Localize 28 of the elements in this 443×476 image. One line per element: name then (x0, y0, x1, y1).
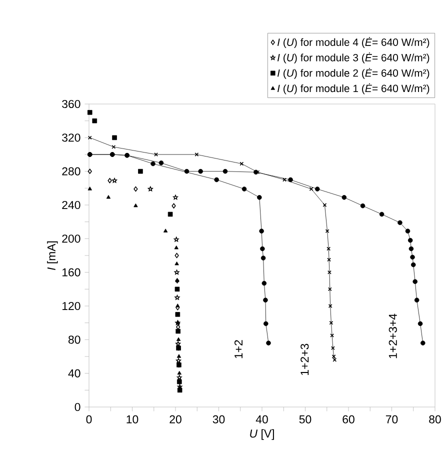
x-tick-label: 80 (429, 415, 441, 424)
legend-label: I (U) for module 2 (Ė= 640 W/m²) (277, 68, 430, 79)
x-tick-label: 50 (299, 415, 312, 424)
x-tick-label: 60 (342, 415, 354, 424)
x-tick-label: 40 (256, 415, 268, 424)
y-axis-title: I [mA] (47, 241, 58, 270)
y-tick-label: 80 (68, 336, 80, 344)
y-tick-label: 320 (62, 134, 80, 142)
annotation: 1+2 (234, 340, 242, 358)
x-tick-label: 70 (386, 415, 398, 424)
y-tick-label: 360 (62, 100, 80, 108)
y-tick-label: 120 (62, 302, 80, 310)
y-tick-label: 40 (68, 369, 80, 378)
x-axis-title: U [V] (250, 429, 274, 440)
x-tick-label: 20 (170, 415, 182, 424)
legend-label: I (U) for module 3 (Ė= 640 W/m²) (277, 52, 430, 64)
x-tick-label: 10 (126, 415, 138, 424)
annotation: 1+2+3+4 (388, 314, 397, 358)
x-tick-label: 0 (86, 415, 92, 424)
y-tick-label: 280 (62, 167, 80, 176)
legend-label: I (U) for module 4 (Ė= 640 W/m²) (277, 37, 430, 48)
legend-label: I (U) for module 1 (Ė= 640 W/m²) (277, 83, 430, 94)
y-tick-label: 240 (62, 200, 80, 210)
y-tick-label: 200 (62, 234, 80, 243)
x-tick-label: 30 (212, 415, 225, 424)
y-tick-label: 160 (62, 268, 80, 276)
annotation: 1+2+3 (300, 344, 309, 375)
y-tick-label: 0 (74, 402, 80, 412)
